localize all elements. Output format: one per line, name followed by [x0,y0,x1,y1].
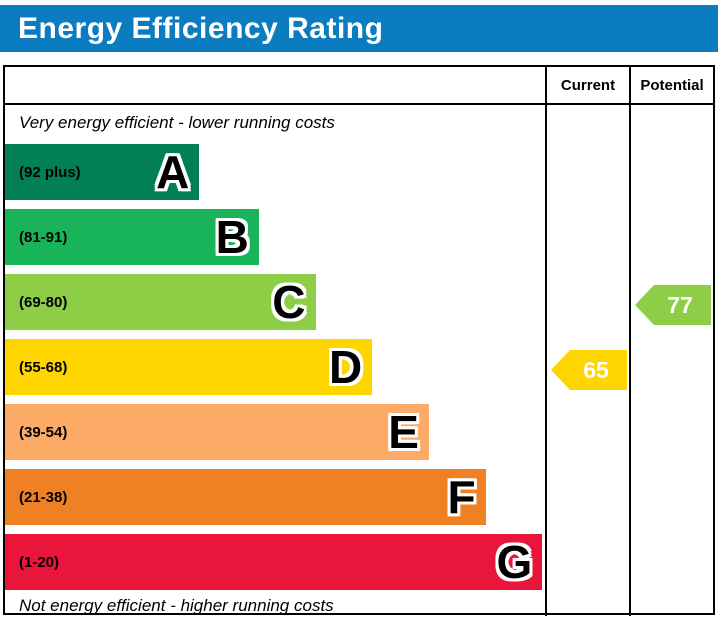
title-bar: Energy Efficiency Rating [0,5,718,52]
band-bar-b: (81-91) B [5,209,259,265]
band-row-c: (69-80) C [5,274,545,336]
band-row-b: (81-91) B [5,209,545,271]
page-title: Energy Efficiency Rating [18,11,384,45]
band-range-label: (39-54) [19,423,68,441]
band-range-label: (21-38) [19,488,68,506]
band-bar-e: (39-54) E [5,404,429,460]
chart-body: Very energy efficient - lower running co… [5,105,713,616]
potential-column-header: Potential [629,67,713,103]
band-letter: D [328,341,363,393]
current-column-header: Current [545,67,629,103]
current-rating-arrow: 65 [551,350,627,390]
band-row-f: (21-38) F [5,469,545,531]
band-bar-d: (55-68) D [5,339,373,395]
band-row-g: (1-20) G [5,534,545,596]
band-row-d: (55-68) D [5,339,545,401]
band-bar-c: (69-80) C [5,274,316,330]
band-range-label: (69-80) [19,293,68,311]
band-bar-a: (92 plus) A [5,144,200,200]
band-bar-g: (1-20) G [5,534,543,590]
band-range-label: (92 plus) [19,163,81,181]
bottom-note: Not energy efficient - higher running co… [19,596,334,615]
band-range-label: (81-91) [19,228,68,246]
band-letter: B [215,211,249,263]
band-letter: F [447,471,476,523]
band-range-label: (1-20) [19,553,60,571]
chart-header-row: Current Potential [5,67,713,105]
band-letter: G [496,536,533,588]
band-letter: A [156,146,190,198]
energy-efficiency-chart: Current Potential Very energy efficient … [3,65,715,616]
band-bars: (92 plus) A (81-91) B (69-80) C (55-68) D (39-54… [5,141,545,596]
band-row-e: (39-54) E [5,404,545,466]
potential-rating-arrow: 77 [635,285,711,325]
band-letter: C [272,276,306,328]
band-bar-f: (21-38) F [5,469,486,525]
bands-column: Very energy efficient - lower running co… [5,105,545,616]
band-row-a: (92 plus) A [5,144,545,206]
band-range-label: (55-68) [19,358,68,376]
top-note: Very energy efficient - lower running co… [19,113,335,132]
band-letter: E [388,406,419,458]
potential-rating-column: 77 [629,105,713,616]
current-rating-column: 65 [545,105,629,616]
header-spacer [5,67,545,103]
